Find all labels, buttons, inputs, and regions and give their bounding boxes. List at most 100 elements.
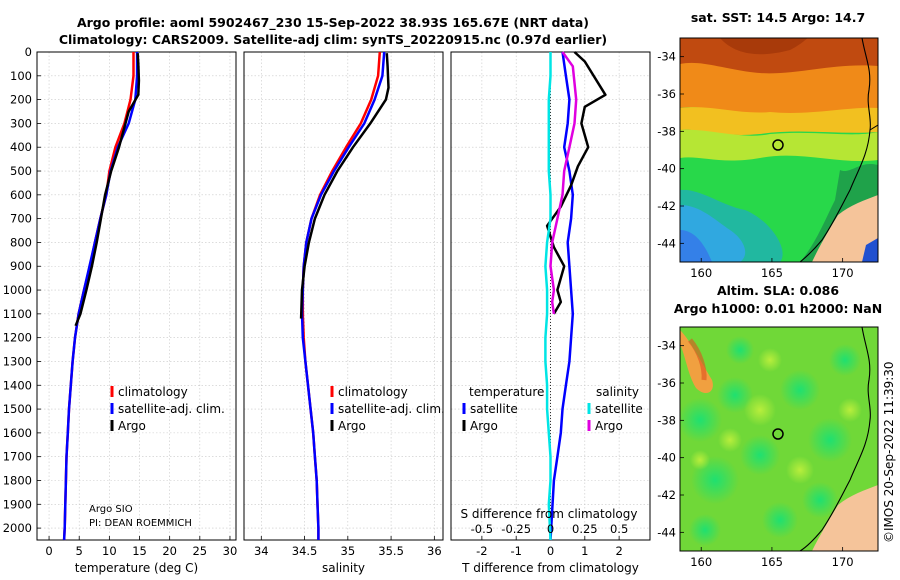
- map-y-tick-label: -40: [657, 451, 676, 465]
- y-tick-label: 0: [25, 45, 32, 59]
- y-tick-label: 1900: [3, 497, 32, 511]
- legend-temperature-title: temperature: [469, 385, 544, 399]
- y-tick-label: 1700: [3, 450, 32, 464]
- x-tick-label: 10: [102, 544, 117, 558]
- series-line: [544, 52, 552, 541]
- sla-blob: [829, 344, 861, 376]
- sla-argo-marker: [772, 428, 784, 440]
- y-tick-label: 500: [10, 164, 32, 178]
- map-y-tick-label: -36: [657, 87, 676, 101]
- map-y-tick-label: -44: [657, 525, 676, 539]
- legend-s-argo-label: Argo: [595, 419, 623, 433]
- sla-blob: [838, 398, 862, 422]
- x-tick-label: 5: [76, 544, 83, 558]
- map-y-tick-label: -34: [657, 50, 676, 64]
- y-tick-label: 700: [10, 212, 32, 226]
- series-line: [545, 51, 607, 315]
- title-line-2: Climatology: CARS2009. Satellite-adj cli…: [59, 32, 607, 48]
- y-tick-label: 1000: [3, 283, 32, 297]
- y-tick-label: 300: [10, 116, 32, 130]
- sla-map-title-2: Argo h1000: 0.01 h2000: NaN: [674, 301, 882, 316]
- map-y-tick-label: -44: [657, 236, 676, 250]
- sla-blob: [802, 482, 838, 518]
- y-tick-label: 600: [10, 188, 32, 202]
- legend-t-satellite-label: satellite: [470, 402, 518, 416]
- x-tick-label: 0: [45, 544, 52, 558]
- map-y-tick-label: -40: [657, 162, 676, 176]
- map-x-tick-label: 165: [761, 555, 783, 569]
- sla-map-frame: [679, 326, 879, 552]
- map-y-tick-label: -42: [657, 488, 676, 502]
- x-tick-label: 35: [341, 544, 356, 558]
- x-tick-label: 34: [254, 544, 269, 558]
- sst-argo-marker: [772, 139, 784, 151]
- series-line: [300, 51, 386, 540]
- x-tick-label: 36: [427, 544, 442, 558]
- title-line-1: Argo profile: aoml 5902467_230 15-Sep-20…: [77, 15, 589, 31]
- map-x-tick-label: 165: [761, 266, 783, 280]
- y-tick-label: 800: [10, 235, 32, 249]
- x-tick-label: 34.5: [292, 544, 318, 558]
- sla-blob: [780, 370, 820, 410]
- s-tick-label: 0.5: [610, 522, 628, 536]
- s-difference-axis-label: S difference from climatology: [461, 507, 638, 521]
- y-tick-label: 1800: [3, 473, 32, 487]
- map-y-tick-label: -34: [657, 339, 676, 353]
- map-y-tick-label: -38: [657, 124, 676, 138]
- salinity-legend: climatology satellite-adj. clim. Argo: [330, 385, 445, 433]
- sla-blob: [786, 456, 814, 484]
- legend-climatology-label: climatology: [118, 385, 188, 399]
- x-tick-label: 2: [615, 544, 622, 558]
- y-tick-label: 900: [10, 259, 32, 273]
- s-tick-label: 0.25: [572, 522, 598, 536]
- series-line: [74, 53, 141, 327]
- sla-blob: [717, 377, 753, 413]
- pi-note: PI: DEAN ROEMMICH: [89, 518, 192, 529]
- y-tick-label: 1300: [3, 354, 32, 368]
- sst-map: [680, 38, 878, 262]
- sla-map-title-1: Altim. SLA: 0.086: [717, 283, 839, 298]
- legend-climatology-label: climatology: [338, 385, 408, 399]
- sla-blob: [758, 348, 782, 372]
- legend-argo-label: Argo: [338, 419, 366, 433]
- y-tick-label: 1500: [3, 402, 32, 416]
- y-tick-label: 400: [10, 140, 32, 154]
- x-tick-label: -2: [476, 544, 487, 558]
- y-tick-label: 1200: [3, 331, 32, 345]
- legend-argo-label: Argo: [118, 419, 146, 433]
- series-line: [549, 51, 578, 315]
- sla-map: [680, 327, 878, 551]
- sla-blob: [726, 336, 754, 364]
- sla-blob: [762, 502, 798, 538]
- panel-difference: -2 -1 0 1 2 T difference from climatology: [450, 51, 651, 575]
- sla-blob: [744, 394, 776, 426]
- series-line: [299, 53, 390, 319]
- sla-blob: [680, 398, 722, 442]
- y-tick-label: 2000: [3, 521, 32, 535]
- temperature-legend: climatology satellite-adj. clim. Argo: [110, 385, 225, 433]
- sla-blob: [718, 428, 742, 452]
- s-tick-label: 0: [547, 522, 554, 536]
- map-x-tick-label: 160: [690, 266, 712, 280]
- sla-blob: [740, 435, 780, 475]
- sla-blob: [690, 450, 710, 470]
- s-tick-label: -0.5: [471, 522, 493, 536]
- sla-blob: [689, 514, 721, 546]
- sla-blob: [808, 418, 852, 462]
- x-tick-label: -1: [510, 544, 521, 558]
- y-tick-label: 1100: [3, 307, 32, 321]
- map-y-tick-label: -42: [657, 199, 676, 213]
- map-x-tick-label: 160: [690, 555, 712, 569]
- x-axis-label: T difference from climatology: [461, 561, 639, 575]
- x-tick-label: 1: [581, 544, 588, 558]
- y-tick-label: 100: [10, 69, 32, 83]
- argo-center-note: Argo SIO: [89, 504, 133, 515]
- series-line: [62, 52, 135, 541]
- y-tick-label: 200: [10, 93, 32, 107]
- x-tick-label: 30: [223, 544, 238, 558]
- legend-salinity-title: salinity: [596, 385, 639, 399]
- x-axis-label: temperature (deg C): [75, 561, 198, 575]
- x-axis-label: salinity: [322, 561, 365, 575]
- panel-temperature: 0 5 10 15 20 25 300100200300400500600700800900…: [3, 45, 238, 575]
